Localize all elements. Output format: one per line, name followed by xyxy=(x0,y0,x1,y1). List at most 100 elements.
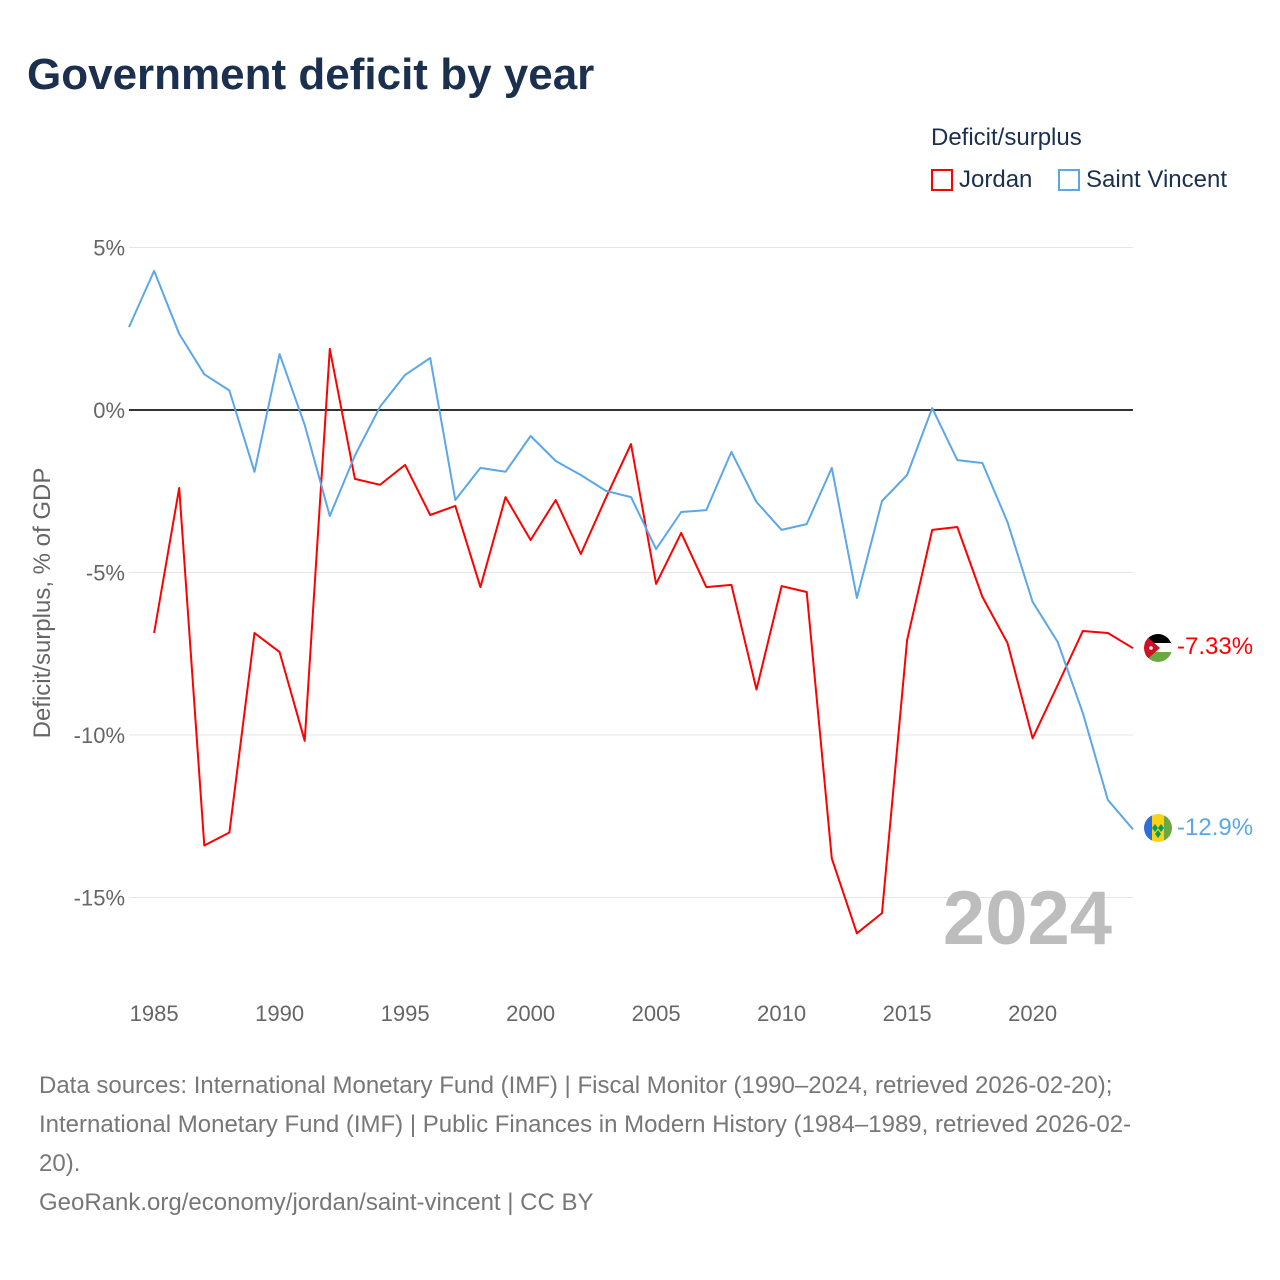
data-point[interactable] xyxy=(829,856,835,862)
data-point[interactable] xyxy=(553,458,559,464)
y-axis-label: Deficit/surplus, % of GDP xyxy=(29,468,56,739)
data-point[interactable] xyxy=(352,453,358,459)
data-point[interactable] xyxy=(779,583,785,589)
data-point[interactable] xyxy=(477,465,483,471)
data-point[interactable] xyxy=(503,494,509,500)
data-point[interactable] xyxy=(578,551,584,557)
data-point[interactable] xyxy=(151,630,157,636)
series-line-saint-vincent[interactable] xyxy=(128,269,1134,830)
data-point[interactable] xyxy=(1055,639,1061,645)
data-point[interactable] xyxy=(678,530,684,536)
data-point[interactable] xyxy=(829,465,835,471)
data-point[interactable] xyxy=(201,371,207,377)
data-point[interactable] xyxy=(1130,826,1136,832)
x-tick-label: 2005 xyxy=(632,1001,681,1026)
data-point[interactable] xyxy=(628,494,634,500)
data-point[interactable] xyxy=(327,513,333,519)
data-point[interactable] xyxy=(302,422,308,428)
end-label-saint-vincent: -12.9% xyxy=(1177,814,1253,841)
data-point[interactable] xyxy=(754,499,760,505)
data-point[interactable] xyxy=(1055,682,1061,688)
data-point[interactable] xyxy=(176,331,182,337)
data-point[interactable] xyxy=(954,524,960,530)
data-point[interactable] xyxy=(427,355,433,361)
y-tick-label: 0% xyxy=(93,398,125,423)
data-point[interactable] xyxy=(929,527,935,533)
footer-sources-2: International Monetary Fund (IMF) | Publ… xyxy=(39,1111,1132,1138)
data-point[interactable] xyxy=(879,498,885,504)
data-point[interactable] xyxy=(252,630,258,636)
data-point[interactable] xyxy=(377,482,383,488)
data-point[interactable] xyxy=(176,485,182,491)
legend-label: Saint Vincent xyxy=(1086,166,1227,193)
legend-item-saint-vincent[interactable]: Saint Vincent xyxy=(1058,166,1227,194)
data-point[interactable] xyxy=(678,509,684,515)
data-point[interactable] xyxy=(653,581,659,587)
data-point[interactable] xyxy=(1080,628,1086,634)
y-tick-label: -10% xyxy=(74,723,125,748)
data-point[interactable] xyxy=(1105,630,1111,636)
data-point[interactable] xyxy=(226,830,232,836)
series-line-jordan[interactable] xyxy=(153,347,1134,935)
data-point[interactable] xyxy=(402,372,408,378)
data-point[interactable] xyxy=(553,497,559,503)
footer-credit[interactable]: GeoRank.org/economy/jordan/saint-vincent… xyxy=(39,1189,594,1216)
data-point[interactable] xyxy=(854,930,860,936)
legend-item-jordan[interactable]: Jordan xyxy=(931,166,1032,194)
data-point[interactable] xyxy=(352,476,358,482)
data-point[interactable] xyxy=(954,457,960,463)
x-tick-label: 2010 xyxy=(757,1001,806,1026)
y-tick-label: 5% xyxy=(93,236,125,261)
data-point[interactable] xyxy=(327,346,333,352)
data-point[interactable] xyxy=(728,582,734,588)
data-point[interactable] xyxy=(904,637,910,643)
data-point[interactable] xyxy=(929,405,935,411)
data-point[interactable] xyxy=(377,404,383,410)
data-point[interactable] xyxy=(201,843,207,849)
data-point[interactable] xyxy=(528,537,534,543)
data-point[interactable] xyxy=(402,462,408,468)
x-tick-label: 2015 xyxy=(883,1001,932,1026)
data-point[interactable] xyxy=(1005,640,1011,646)
data-point[interactable] xyxy=(1080,710,1086,716)
legend-swatch-jordan xyxy=(931,169,953,191)
data-point[interactable] xyxy=(854,595,860,601)
data-point[interactable] xyxy=(603,495,609,501)
data-point[interactable] xyxy=(979,594,985,600)
data-point[interactable] xyxy=(904,472,910,478)
data-point[interactable] xyxy=(1105,797,1111,803)
data-point[interactable] xyxy=(628,441,634,447)
y-tick-label: -15% xyxy=(74,886,125,911)
data-point[interactable] xyxy=(879,910,885,916)
data-point[interactable] xyxy=(804,589,810,595)
saint-vincent-flag-icon xyxy=(1144,814,1172,842)
data-point[interactable] xyxy=(427,512,433,518)
data-point[interactable] xyxy=(452,497,458,503)
data-point[interactable] xyxy=(1030,735,1036,741)
data-point[interactable] xyxy=(503,469,509,475)
data-point[interactable] xyxy=(603,488,609,494)
data-point[interactable] xyxy=(779,527,785,533)
data-point[interactable] xyxy=(528,433,534,439)
data-point[interactable] xyxy=(728,449,734,455)
data-point[interactable] xyxy=(252,469,258,475)
data-point[interactable] xyxy=(277,649,283,655)
data-point[interactable] xyxy=(653,546,659,552)
data-point[interactable] xyxy=(578,472,584,478)
data-point[interactable] xyxy=(302,738,308,744)
data-point[interactable] xyxy=(703,507,709,513)
data-point[interactable] xyxy=(226,388,232,394)
data-point[interactable] xyxy=(754,687,760,693)
data-point[interactable] xyxy=(1130,645,1136,651)
data-point[interactable] xyxy=(452,503,458,509)
data-point[interactable] xyxy=(703,584,709,590)
data-point[interactable] xyxy=(277,351,283,357)
data-point[interactable] xyxy=(804,521,810,527)
data-point[interactable] xyxy=(151,268,157,274)
footer-sources-3: 20). xyxy=(39,1150,81,1177)
data-point[interactable] xyxy=(126,324,132,330)
data-point[interactable] xyxy=(1030,599,1036,605)
data-point[interactable] xyxy=(1005,519,1011,525)
data-point[interactable] xyxy=(477,584,483,590)
data-point[interactable] xyxy=(979,460,985,466)
